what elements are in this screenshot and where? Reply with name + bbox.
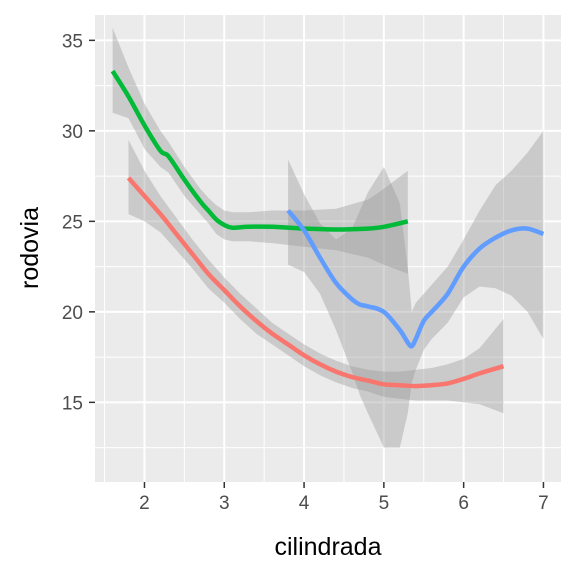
y-tick-label: 20 — [62, 303, 83, 324]
y-axis-title: rodovia — [16, 207, 44, 289]
confidence-band — [112, 27, 408, 274]
confidence-bands — [112, 27, 544, 448]
x-tick-label: 3 — [219, 493, 230, 514]
y-tick-label: 30 — [62, 122, 83, 143]
x-tick-label: 7 — [538, 493, 549, 514]
x-tick-label: 2 — [139, 493, 150, 514]
series-line — [126, 176, 505, 389]
series-line — [286, 209, 545, 349]
plot-panel — [95, 15, 561, 482]
confidence-band — [128, 139, 504, 414]
y-tick-label: 25 — [62, 212, 83, 233]
y-tick-label: 15 — [62, 393, 83, 414]
x-tick-label: 5 — [379, 493, 390, 514]
y-tick-label: 35 — [62, 31, 83, 52]
confidence-band — [288, 130, 544, 448]
x-tick-label: 6 — [458, 493, 469, 514]
series-lines — [110, 69, 545, 389]
series-line — [110, 69, 409, 232]
axes: 2 3 4 5 6 7 15 20 25 30 35 — [62, 31, 549, 514]
x-tick-label: 4 — [299, 493, 310, 514]
grid-lines — [95, 15, 561, 482]
x-axis-title: cilindrada — [274, 533, 381, 561]
